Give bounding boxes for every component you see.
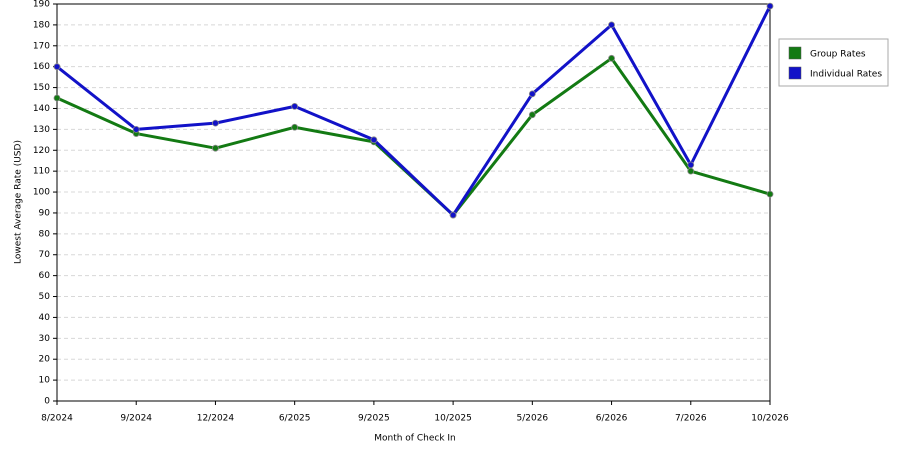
data-point (370, 136, 378, 144)
y-axis-label: Lowest Average Rate (USD) (14, 140, 24, 264)
y-tick-label: 150 (33, 83, 50, 93)
y-tick-label: 70 (39, 250, 51, 260)
x-tick-label: 9/2024 (120, 414, 152, 424)
y-tick-label: 30 (39, 334, 51, 344)
data-point (608, 21, 615, 29)
data-point (53, 94, 61, 102)
data-point (212, 119, 219, 127)
y-tick-label: 140 (33, 104, 50, 114)
y-tick-label: 100 (33, 188, 50, 198)
y-tick-label: 160 (33, 62, 50, 72)
data-point (766, 190, 774, 198)
data-point (212, 144, 219, 152)
y-tick-label: 110 (33, 167, 50, 177)
y-tick-label: 120 (33, 146, 50, 156)
data-point (291, 102, 299, 110)
x-axis-label: Month of Check In (374, 434, 456, 444)
legend-swatch (788, 46, 802, 60)
x-tick-label: 10/2026 (751, 414, 789, 424)
y-tick-label: 90 (39, 208, 51, 218)
series-line (56, 5, 772, 217)
y-tick-label: 170 (33, 41, 50, 51)
y-tick-label: 20 (39, 355, 51, 365)
y-tick-label: 10 (39, 376, 51, 386)
legend-label: Individual Rates (810, 70, 882, 80)
y-tick-label: 0 (44, 397, 50, 407)
y-tick-label: 50 (39, 292, 51, 302)
x-tick-label: 7/2026 (675, 414, 707, 424)
data-point (528, 90, 536, 98)
x-tick-label: 5/2026 (516, 414, 548, 424)
data-point (687, 161, 695, 169)
x-tick-label: 12/2024 (197, 414, 235, 424)
y-tick-label: 80 (39, 229, 51, 239)
x-tick-label: 10/2025 (434, 414, 471, 424)
x-tick-label: 6/2026 (596, 414, 628, 424)
x-tick-label: 8/2024 (41, 414, 73, 424)
plot-frame (56, 3, 771, 402)
data-point (687, 167, 695, 175)
legend-label: Group Rates (810, 50, 866, 60)
x-tick-label: 6/2025 (279, 414, 311, 424)
y-tick-label: 190 (33, 0, 50, 10)
data-point (132, 125, 140, 133)
data-point (449, 211, 457, 219)
data-point (291, 123, 299, 131)
data-point (766, 2, 774, 10)
y-tick-label: 60 (39, 271, 51, 281)
legend-swatch (788, 66, 802, 80)
y-tick-label: 130 (33, 125, 50, 135)
series-line (56, 56, 771, 217)
data-point (608, 54, 615, 62)
y-tick-label: 180 (33, 20, 50, 30)
y-tick-label: 40 (39, 313, 51, 323)
data-point (53, 63, 61, 71)
data-point (528, 111, 536, 119)
x-tick-label: 9/2025 (358, 414, 390, 424)
